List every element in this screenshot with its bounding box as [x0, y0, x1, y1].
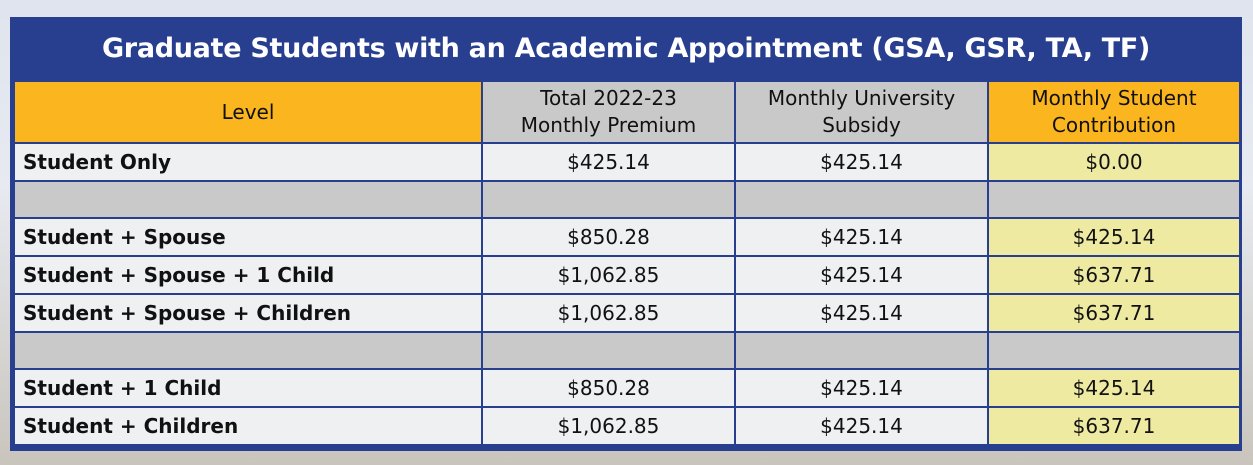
total-premium-cell: $1,062.85	[483, 408, 734, 444]
level-cell: Student Only	[15, 144, 481, 180]
header-student-contribution: Monthly Student Contribution	[989, 82, 1239, 142]
table-row: Student + Spouse + 1 Child $1,062.85 $42…	[15, 257, 1239, 293]
total-premium-cell: $425.14	[483, 144, 734, 180]
contribution-cell: $637.71	[989, 257, 1239, 293]
header-university-subsidy: Monthly University Subsidy	[736, 82, 987, 142]
subsidy-cell: $425.14	[736, 408, 987, 444]
table-row: Student + Spouse + Children $1,062.85 $4…	[15, 295, 1239, 331]
header-level: Level	[15, 82, 481, 142]
header-total-premium: Total 2022-23 Monthly Premium	[483, 82, 734, 142]
total-premium-cell: $1,062.85	[483, 295, 734, 331]
premium-table-card: Graduate Students with an Academic Appoi…	[10, 17, 1242, 451]
total-premium-cell: $850.28	[483, 370, 734, 406]
subsidy-cell: $425.14	[736, 144, 987, 180]
contribution-cell: $637.71	[989, 295, 1239, 331]
subsidy-cell: $425.14	[736, 295, 987, 331]
contribution-cell: $637.71	[989, 408, 1239, 444]
total-premium-cell: $1,062.85	[483, 257, 734, 293]
spacer-row	[15, 182, 1239, 217]
subsidy-cell: $425.14	[736, 370, 987, 406]
table-row: Student + Children $1,062.85 $425.14 $63…	[15, 408, 1239, 444]
table-row: Student Only $425.14 $425.14 $0.00	[15, 144, 1239, 180]
table-row: Student + Spouse $850.28 $425.14 $425.14	[15, 219, 1239, 255]
spacer-row	[15, 333, 1239, 368]
level-cell: Student + Spouse + Children	[15, 295, 481, 331]
level-cell: Student + Children	[15, 408, 481, 444]
contribution-cell: $0.00	[989, 144, 1239, 180]
contribution-cell: $425.14	[989, 219, 1239, 255]
subsidy-cell: $425.14	[736, 219, 987, 255]
table-title: Graduate Students with an Academic Appoi…	[101, 33, 1151, 64]
total-premium-cell: $850.28	[483, 219, 734, 255]
level-cell: Student + Spouse	[15, 219, 481, 255]
contribution-cell: $425.14	[989, 370, 1239, 406]
subsidy-cell: $425.14	[736, 257, 987, 293]
table-header-row: Level Total 2022-23 Monthly Premium Month…	[15, 82, 1239, 142]
level-cell: Student + 1 Child	[15, 370, 481, 406]
table-row: Student + 1 Child $850.28 $425.14 $425.1…	[15, 370, 1239, 406]
level-cell: Student + Spouse + 1 Child	[15, 257, 481, 293]
premium-table: Level Total 2022-23 Monthly Premium Month…	[13, 80, 1241, 446]
